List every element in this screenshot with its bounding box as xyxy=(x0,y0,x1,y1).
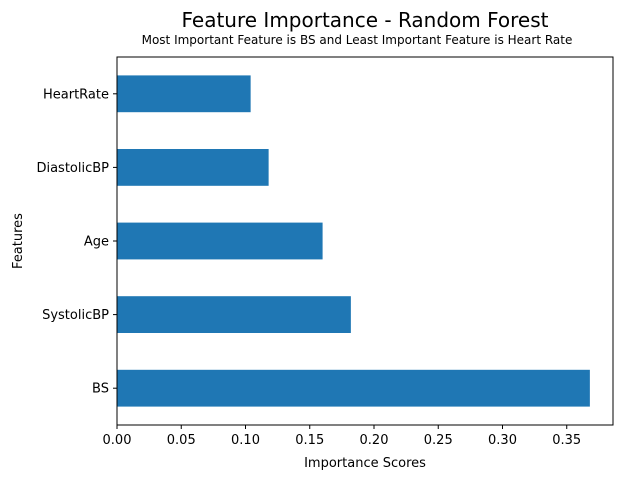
y-tick-label: BS xyxy=(92,382,109,397)
x-tick-label: 0.10 xyxy=(231,433,260,448)
chart-title: Feature Importance - Random Forest xyxy=(181,8,548,32)
bar-bs xyxy=(117,369,590,407)
bar-systolicbp xyxy=(117,296,351,333)
bar-diastolicbp xyxy=(117,149,269,186)
bar-heartrate xyxy=(117,75,251,113)
x-tick-label: 0.25 xyxy=(424,433,453,448)
y-tick-label: HeartRate xyxy=(43,87,109,102)
x-tick-label: 0.30 xyxy=(488,433,517,448)
x-tick-label: 0.00 xyxy=(103,433,132,448)
y-tick-label: Age xyxy=(84,235,109,250)
y-axis-label: Features xyxy=(11,213,26,269)
x-tick-label: 0.15 xyxy=(295,433,324,448)
y-ticks-group: BS SystolicBP Age DiastolicBP HeartRate xyxy=(36,87,117,397)
y-tick-label: SystolicBP xyxy=(42,308,109,323)
x-tick-label: 0.20 xyxy=(360,433,389,448)
x-tick-label: 0.05 xyxy=(167,433,196,448)
bars-group xyxy=(117,75,590,407)
chart-subtitle: Most Important Feature is BS and Least I… xyxy=(142,33,573,47)
bar-age xyxy=(117,222,323,260)
x-ticks-group: 0.00 0.05 0.10 0.15 0.20 0.25 0.30 0.35 xyxy=(103,425,581,448)
y-tick-label: DiastolicBP xyxy=(36,161,109,176)
x-tick-label: 0.35 xyxy=(552,433,581,448)
x-axis-label: Importance Scores xyxy=(304,456,426,471)
